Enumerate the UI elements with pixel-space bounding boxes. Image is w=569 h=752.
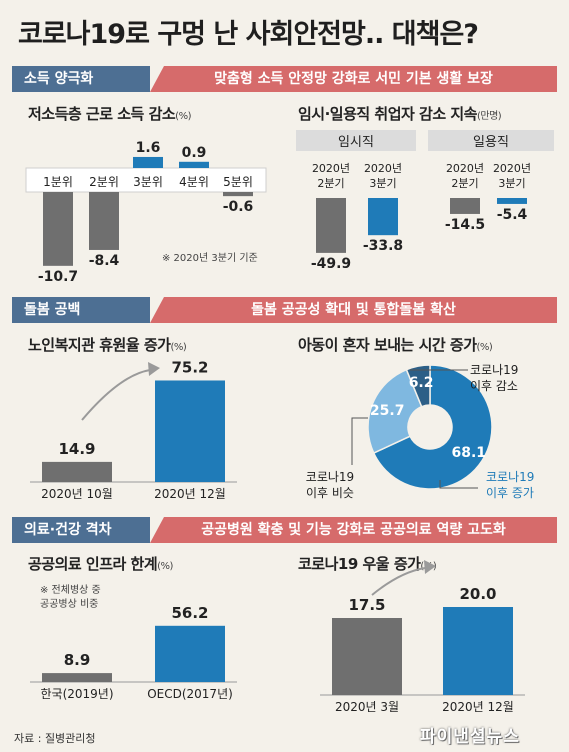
income-bar-2 bbox=[89, 192, 119, 250]
section-banner-income: 맞춤형 소득 안정망 강화로 서민 기본 생활 보장 bbox=[150, 66, 557, 92]
jobs-group-header-2 bbox=[428, 130, 554, 151]
income-value-label-3: 1.6 bbox=[136, 140, 161, 156]
medical-category-label-2: OECD(2017년) bbox=[147, 687, 233, 701]
donut-slice-1 bbox=[372, 364, 493, 490]
medical-chart-title: 공공의료 인프라 한계(%) bbox=[28, 555, 173, 573]
jobs-chart-title: 임시·일용직 취업자 감소 지속(만명) bbox=[298, 105, 502, 123]
jobs-value-label-2-2: -5.4 bbox=[497, 207, 528, 223]
section-banner-medical: 공공병원 확충 및 기능 강화로 공공의료 역량 고도화 bbox=[150, 517, 557, 543]
depression-value-label-2: 20.0 bbox=[459, 585, 496, 603]
jobs-group-header-1 bbox=[296, 130, 416, 151]
medical-bar-2 bbox=[155, 625, 225, 682]
medical-note-line2: 공공병상 비중 bbox=[40, 598, 98, 610]
income-chart-title: 저소득층 근로 소득 감소(%) bbox=[28, 105, 191, 123]
callout-line-increase bbox=[439, 480, 478, 489]
elderly-value-label-2: 75.2 bbox=[171, 358, 208, 376]
depression-value-label-1: 17.5 bbox=[348, 596, 385, 614]
income-bar-4 bbox=[179, 161, 209, 168]
jobs-category-label-2-2-line1: 2020년 bbox=[493, 162, 531, 175]
income-category-label-4: 4분위 bbox=[179, 175, 209, 189]
depression-trend-arrowhead bbox=[424, 560, 436, 574]
publisher-logo: 파이낸셜뉴스 bbox=[420, 727, 520, 747]
donut-value-label-1: 68.1 bbox=[451, 445, 486, 461]
depression-bar-1 bbox=[332, 618, 402, 695]
medical-note-line1: ※ 전체병상 중 bbox=[40, 584, 101, 596]
elderly-category-label-1: 2020년 10월 bbox=[41, 487, 113, 501]
jobs-bar-2-1 bbox=[450, 198, 480, 214]
jobs-bar-2-2 bbox=[497, 198, 527, 204]
income-value-label-2: -8.4 bbox=[89, 253, 120, 269]
donut-slice-3 bbox=[405, 364, 431, 408]
income-bar-3 bbox=[133, 156, 163, 168]
income-category-label-2: 2분위 bbox=[89, 175, 119, 189]
section-tag-care: 돌봄 공백 bbox=[12, 297, 150, 323]
jobs-group-name-2: 일용직 bbox=[473, 135, 509, 150]
jobs-bar-1-1 bbox=[316, 198, 346, 253]
section-tag-medical: 의료·건강 격차 bbox=[12, 517, 150, 543]
donut-value-label-2: 25.7 bbox=[370, 403, 405, 419]
jobs-category-label-1-1-line2: 2분기 bbox=[317, 177, 344, 190]
jobs-category-label-2-1-line2: 2분기 bbox=[451, 177, 478, 190]
callout-similar-line2: 이후 비슷 bbox=[306, 486, 354, 500]
jobs-value-label-1-2: -33.8 bbox=[363, 238, 403, 254]
section-tag-income: 소득 양극화 bbox=[12, 66, 150, 92]
depression-trend-arrow bbox=[371, 567, 426, 596]
child-chart-title: 아동이 혼자 보내는 시간 증가(%) bbox=[298, 336, 493, 354]
jobs-category-label-1-2-line2: 3분기 bbox=[369, 177, 396, 190]
callout-decrease-line1: 코로나19 bbox=[470, 363, 518, 377]
income-category-label-3: 3분위 bbox=[133, 175, 163, 189]
elderly-category-label-2: 2020년 12월 bbox=[154, 487, 226, 501]
jobs-category-label-1-1-line1: 2020년 bbox=[312, 162, 350, 175]
elderly-bar-1 bbox=[42, 461, 112, 482]
source-note: 자료 : 질병관리청 bbox=[14, 732, 96, 745]
jobs-value-label-2-1: -14.5 bbox=[445, 217, 485, 233]
income-value-label-4: 0.9 bbox=[182, 145, 207, 161]
medical-bar-1 bbox=[42, 673, 112, 682]
elderly-trend-arrowhead bbox=[148, 362, 160, 376]
elderly-value-label-1: 14.9 bbox=[58, 440, 95, 458]
jobs-group-name-1: 임시직 bbox=[338, 135, 374, 150]
income-category-label-5: 5분위 bbox=[223, 175, 253, 189]
medical-value-label-2: 56.2 bbox=[171, 604, 208, 622]
medical-value-label-1: 8.9 bbox=[64, 651, 91, 669]
income-bar-1 bbox=[43, 192, 73, 266]
jobs-bar-1-2 bbox=[368, 198, 398, 236]
income-value-label-5: -0.6 bbox=[223, 199, 254, 215]
elderly-trend-arrow bbox=[81, 369, 151, 421]
jobs-category-label-1-2-line1: 2020년 bbox=[364, 162, 402, 175]
donut-value-label-3: 6.2 bbox=[409, 375, 434, 391]
callout-similar-line1: 코로나19 bbox=[306, 470, 354, 484]
depression-category-label-1: 2020년 3월 bbox=[335, 700, 399, 714]
page-title: 코로나19로 구멍 난 사회안전망.. 대책은? bbox=[18, 19, 479, 50]
jobs-category-label-2-1-line1: 2020년 bbox=[446, 162, 484, 175]
elderly-bar-2 bbox=[155, 380, 225, 482]
income-category-label-1: 1분위 bbox=[43, 175, 73, 189]
income-note: ※ 2020년 3분기 기준 bbox=[162, 252, 258, 264]
donut-slice-2 bbox=[367, 368, 423, 455]
depression-bar-2 bbox=[443, 607, 513, 695]
section-banner-care: 돌봄 공공성 확대 및 통합돌봄 확산 bbox=[150, 297, 557, 323]
callout-increase-line2: 이후 증가 bbox=[486, 486, 534, 500]
callout-decrease-line2: 이후 감소 bbox=[470, 379, 518, 393]
medical-category-label-1: 한국(2019년) bbox=[40, 687, 113, 701]
jobs-value-label-1-1: -49.9 bbox=[311, 256, 351, 272]
income-bar-5 bbox=[223, 192, 253, 197]
income-value-label-1: -10.7 bbox=[38, 269, 78, 285]
jobs-category-label-2-2-line2: 3분기 bbox=[498, 177, 525, 190]
depression-category-label-2: 2020년 12월 bbox=[442, 700, 514, 714]
callout-increase-line1: 코로나19 bbox=[486, 470, 534, 484]
elderly-chart-title: 노인복지관 휴원율 증가(%) bbox=[28, 336, 187, 354]
callout-line-similar bbox=[351, 417, 368, 465]
